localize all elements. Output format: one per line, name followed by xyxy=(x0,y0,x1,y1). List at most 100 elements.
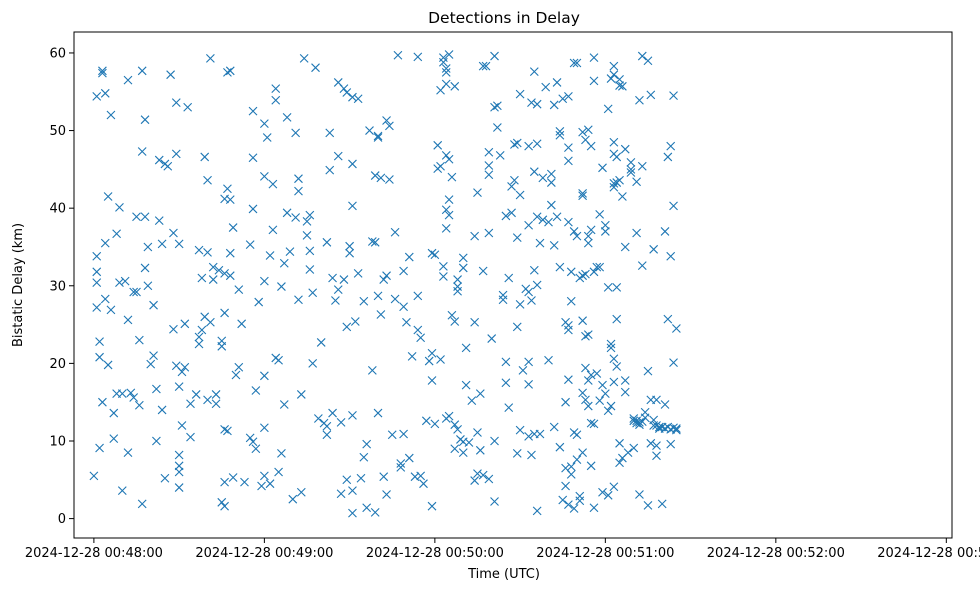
data-point-x-marker xyxy=(518,365,528,375)
data-point-x-marker xyxy=(348,410,357,420)
x-tick-label: 2024-12-28 00:53:00 xyxy=(877,546,980,561)
data-point-x-marker xyxy=(129,287,139,297)
x-tick-label: 2024-12-28 00:51:00 xyxy=(536,546,674,561)
data-point-x-marker xyxy=(268,179,278,189)
data-point-x-marker xyxy=(146,359,156,369)
data-point-x-marker xyxy=(348,92,357,102)
data-point-x-marker xyxy=(581,363,590,373)
data-point-x-marker xyxy=(313,414,323,423)
x-tick-label: 2024-12-28 00:52:00 xyxy=(707,546,845,561)
data-point-x-marker xyxy=(444,411,454,421)
data-point-x-marker xyxy=(169,324,178,334)
data-point-x-marker xyxy=(186,432,195,442)
data-point-x-marker xyxy=(544,355,553,365)
data-point-x-marker xyxy=(515,190,525,200)
y-tick-label: 0 xyxy=(58,512,66,527)
data-point-x-marker xyxy=(174,483,184,492)
data-point-x-marker xyxy=(507,208,516,218)
data-point-x-marker xyxy=(532,212,542,222)
data-point-x-marker xyxy=(240,477,249,487)
data-point-x-marker xyxy=(433,140,443,150)
data-point-x-marker xyxy=(259,471,269,481)
data-point-x-marker xyxy=(279,258,289,268)
data-point-x-marker xyxy=(640,413,650,423)
data-point-x-marker xyxy=(348,159,357,169)
data-point-x-marker xyxy=(140,212,150,222)
data-point-x-marker xyxy=(572,58,582,68)
data-point-x-marker xyxy=(626,157,636,167)
data-point-x-marker xyxy=(583,376,593,385)
data-point-x-marker xyxy=(382,490,391,499)
data-point-x-marker xyxy=(282,112,292,122)
data-point-x-marker xyxy=(413,291,423,301)
data-point-x-marker xyxy=(259,371,269,381)
data-point-x-marker xyxy=(470,317,480,327)
data-point-x-marker xyxy=(575,491,585,501)
data-point-x-marker xyxy=(654,422,664,432)
data-point-x-marker xyxy=(450,317,460,326)
data-point-x-marker xyxy=(620,376,630,385)
data-point-x-marker xyxy=(385,121,394,131)
data-point-x-marker xyxy=(532,139,542,149)
data-point-x-marker xyxy=(271,84,281,94)
data-point-x-marker xyxy=(612,152,622,162)
data-point-x-marker xyxy=(464,438,474,447)
data-point-x-marker xyxy=(441,223,451,233)
data-point-x-marker xyxy=(399,302,408,312)
data-point-x-marker xyxy=(200,152,210,162)
data-point-x-marker xyxy=(132,212,141,222)
data-point-x-marker xyxy=(566,462,576,471)
data-point-x-marker xyxy=(583,401,593,411)
data-point-x-marker xyxy=(481,61,491,71)
data-point-x-marker xyxy=(248,204,258,214)
data-point-x-marker xyxy=(558,94,568,104)
data-point-x-marker xyxy=(578,388,588,398)
data-point-x-marker xyxy=(595,262,605,272)
data-point-x-marker xyxy=(660,400,670,409)
data-point-x-marker xyxy=(100,238,110,248)
data-point-x-marker xyxy=(583,231,593,241)
data-point-x-marker xyxy=(447,172,457,182)
data-point-x-marker xyxy=(538,215,548,225)
data-point-x-marker xyxy=(166,70,175,80)
data-point-x-marker xyxy=(333,285,343,295)
data-point-x-marker xyxy=(504,273,514,283)
data-point-x-marker xyxy=(331,296,340,305)
data-point-x-marker xyxy=(149,300,158,310)
data-point-x-marker xyxy=(498,290,508,300)
data-point-x-marker xyxy=(671,424,681,433)
data-point-x-marker xyxy=(447,310,457,320)
data-point-x-marker xyxy=(669,201,678,211)
data-point-x-marker xyxy=(350,317,360,326)
data-point-x-marker xyxy=(115,278,124,288)
data-point-x-marker xyxy=(234,362,244,372)
data-point-x-marker xyxy=(629,443,639,453)
data-point-x-marker xyxy=(120,276,130,286)
data-point-x-marker xyxy=(291,128,301,138)
data-point-x-marker xyxy=(152,436,161,446)
data-point-x-marker xyxy=(228,223,238,232)
data-point-x-marker xyxy=(274,355,283,365)
data-point-x-marker xyxy=(535,429,545,439)
data-point-x-marker xyxy=(527,98,536,108)
data-point-x-marker xyxy=(546,200,556,210)
data-point-x-marker xyxy=(637,417,647,426)
data-point-x-marker xyxy=(572,430,582,440)
data-point-x-marker xyxy=(612,282,622,292)
data-point-x-marker xyxy=(140,263,150,273)
data-point-x-marker xyxy=(285,247,295,257)
data-point-x-marker xyxy=(225,195,235,205)
data-point-x-marker xyxy=(569,504,579,513)
data-point-x-marker xyxy=(549,100,559,110)
data-point-x-marker xyxy=(436,161,445,171)
data-point-x-marker xyxy=(248,106,258,116)
data-point-x-marker xyxy=(569,58,579,68)
data-point-x-marker xyxy=(339,84,349,94)
data-point-x-marker xyxy=(328,273,337,283)
data-point-x-marker xyxy=(492,101,502,111)
data-point-x-marker xyxy=(194,245,204,255)
data-point-x-marker xyxy=(245,433,255,443)
data-point-x-marker xyxy=(424,356,434,366)
data-point-x-marker xyxy=(524,141,534,151)
